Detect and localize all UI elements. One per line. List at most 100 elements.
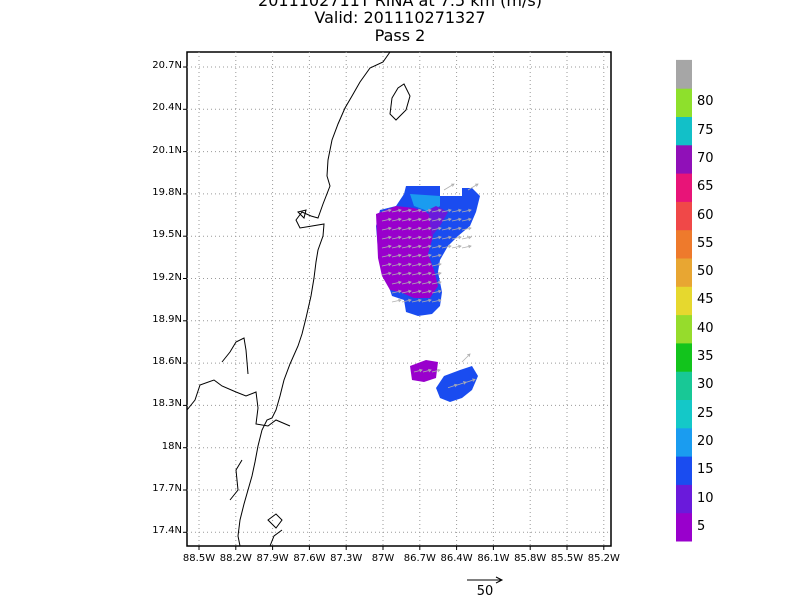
wind-vector: [391, 289, 402, 294]
colorbar-swatch: [676, 286, 692, 316]
colorbar-swatch: [676, 371, 692, 400]
wind-vector: [411, 289, 422, 294]
colorbar-swatch: [676, 201, 692, 231]
wind-speed-field: [376, 186, 480, 402]
wind-vector: [431, 235, 442, 240]
wind-vector: [411, 262, 422, 267]
wind-vector: [401, 280, 412, 285]
colorbar-label: 50: [697, 264, 714, 280]
chart-title-line-1: 2011102711T RINA at 7.5 km (m/s): [258, 0, 542, 10]
wind-vector: [411, 253, 422, 258]
wind-vector: [441, 235, 452, 240]
wind-vector: [381, 208, 392, 213]
latitude-tick-label: 20.1N: [152, 144, 182, 156]
wind-vector: [443, 183, 455, 191]
wind-vector: [465, 378, 476, 383]
colorbar-swatch: [676, 342, 692, 372]
colorbar-swatch: [676, 229, 692, 259]
colorbar-label: 75: [697, 122, 714, 138]
colorbar-label: 40: [697, 320, 714, 336]
wind-vector: [391, 208, 402, 213]
wind-vector: [391, 262, 402, 267]
colorbar-swatch: [676, 88, 692, 117]
latitude-tick-label: 17.7N: [152, 483, 182, 494]
colorbar-swatch: [676, 314, 692, 344]
longitude-tick-label: 85.2W: [587, 553, 620, 564]
colorbar-label: 70: [697, 150, 714, 166]
colorbar-swatch: [676, 258, 692, 287]
wind-vector: [441, 208, 452, 213]
colorbar-swatch: [676, 144, 692, 174]
colorbar-swatch: [676, 116, 692, 146]
colorbar-label: 30: [697, 377, 714, 393]
colorbar-swatch: [676, 59, 692, 89]
longitude-tick-label: 88.2W: [219, 553, 252, 564]
reference-vector-label: 50: [476, 584, 494, 599]
wind-vector: [401, 226, 412, 231]
reference-vector-arrow: [467, 576, 504, 584]
colorbar-label: 65: [697, 179, 714, 195]
wind-vector: [431, 368, 441, 373]
longitude-tick-label: 87.6W: [293, 553, 326, 564]
wind-vector: [411, 208, 422, 213]
echo-light-blue: [410, 194, 440, 212]
wind-vector: [431, 280, 442, 285]
latitude-tick-label: 20.4N: [152, 102, 182, 114]
longitude-tick-label: 85.8W: [514, 553, 547, 564]
colorbar-label: 45: [697, 292, 714, 308]
coastline: [186, 51, 411, 547]
wind-vector: [391, 226, 402, 231]
wind-vector: [381, 262, 392, 267]
longitude-tick-label: 87.9W: [256, 553, 289, 564]
latitude-tick-label: 19.5N: [152, 229, 182, 241]
wind-vector: [461, 226, 472, 231]
wind-vector: [391, 298, 402, 303]
wind-vector: [391, 244, 402, 249]
longitude-tick-label: 86.4W: [440, 553, 473, 564]
wind-vectors: [381, 183, 479, 389]
colorbar-label: 20: [697, 433, 714, 449]
wind-vector: [381, 235, 392, 240]
wind-vector: [431, 208, 442, 213]
wind-vector: [391, 280, 402, 285]
latitude-tick-label: 19.8N: [152, 186, 182, 198]
latitude-tick-label: 19.2N: [152, 271, 182, 283]
wind-vector: [391, 217, 402, 222]
wind-vector: [421, 217, 432, 222]
wind-vector: [381, 271, 392, 276]
wind-vector: [411, 226, 422, 231]
colorbar-label: 80: [697, 94, 714, 110]
wind-vector: [431, 289, 442, 294]
chart-title-line-2: Valid: 201110271327: [314, 8, 486, 27]
wind-vector: [401, 262, 412, 267]
wind-vector: [451, 244, 462, 249]
longitude-tick-label: 87W: [371, 553, 395, 564]
wind-vector: [401, 289, 412, 294]
wind-vector: [461, 353, 471, 363]
wind-vector: [431, 298, 442, 303]
colorbar-label: 15: [697, 462, 714, 478]
wind-vector: [431, 226, 442, 231]
map-frame: [186, 51, 612, 547]
colorbar-label: 55: [697, 235, 714, 251]
wind-vector: [381, 217, 392, 222]
colorbar: [676, 59, 692, 542]
wind-vector: [391, 235, 402, 240]
echo-violet-edge: [428, 206, 448, 236]
wind-vector: [421, 208, 432, 213]
colorbar-swatch: [676, 427, 692, 457]
wind-vector: [467, 183, 479, 191]
wind-vector: [421, 226, 432, 231]
colorbar-swatch: [676, 399, 692, 429]
colorbar-label: 25: [697, 405, 714, 421]
wind-vector: [422, 368, 432, 373]
longitude-tick-label: 88.5W: [182, 553, 216, 564]
wind-vector: [451, 217, 462, 222]
latitude-tick-label: 18.3N: [152, 398, 182, 410]
wind-vector: [411, 217, 422, 222]
colorbar-label: 10: [697, 490, 714, 506]
wind-vector: [461, 235, 472, 240]
wind-vector: [401, 298, 412, 303]
wind-vector: [441, 217, 452, 222]
